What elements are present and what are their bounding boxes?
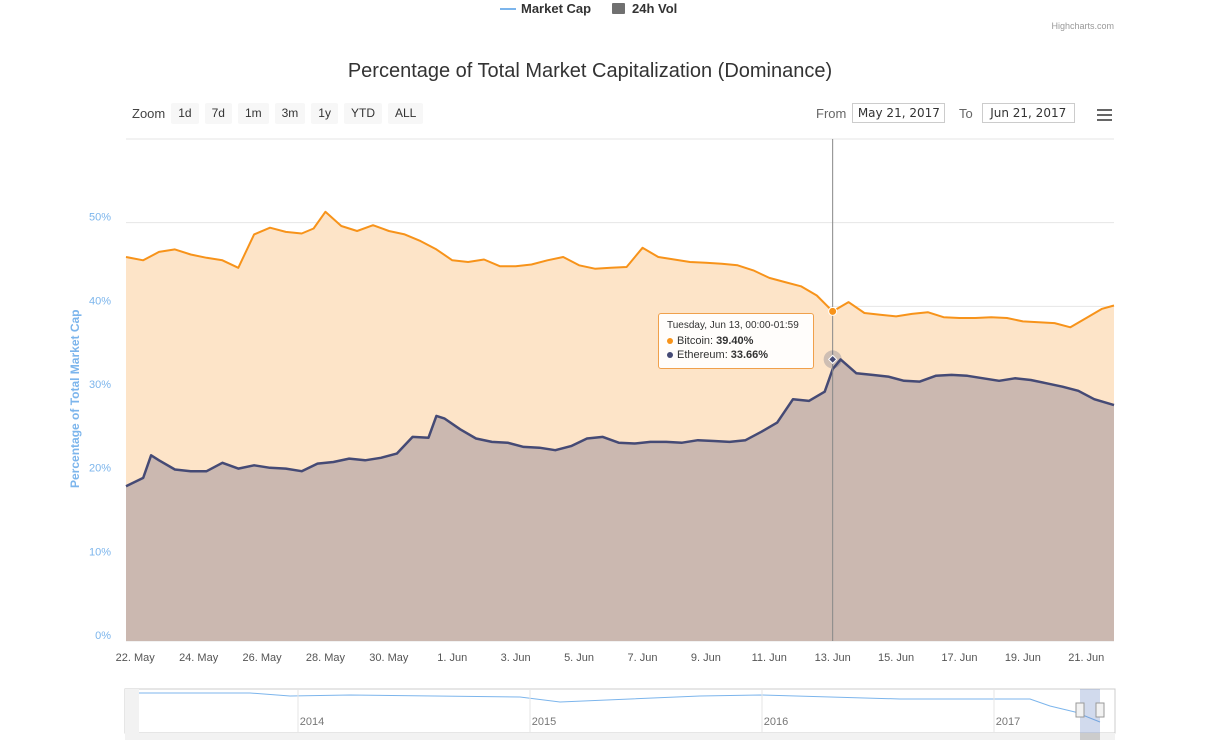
tooltip-bitcoin-label: Bitcoin: (677, 335, 714, 347)
tooltip-ethereum-value: 33.66% (730, 349, 769, 361)
x-tick-label: 9. Jun (691, 652, 721, 664)
y-axis-title: Percentage of Total Market Cap (68, 309, 82, 489)
navigator-year-label: 2017 (996, 716, 1020, 728)
x-tick-label: 13. Jun (815, 652, 851, 664)
legend-box-icon (612, 3, 625, 14)
zoom-label: Zoom (132, 106, 166, 121)
series-line-ethereum (125, 358, 1115, 488)
x-tick-label: 3. Jun (501, 652, 531, 664)
x-tick-label: 26. May (242, 652, 282, 664)
y-tick-label: 50% (89, 212, 111, 224)
hamburger-menu-icon[interactable] (1097, 109, 1112, 121)
zoom-all-button[interactable]: ALL (387, 103, 424, 124)
tooltip-ethereum-label: Ethereum: (677, 349, 728, 361)
navigator-left-pad (125, 689, 139, 733)
x-tick-label: 28. May (306, 652, 346, 664)
area-fill-ethereum (126, 359, 1114, 641)
range-from: From May 21, 2017 (816, 103, 946, 123)
chart-legend: Market Cap 24h Vol (0, 0, 1209, 20)
navigator-year-label: 2015 (532, 716, 556, 728)
navigator-right-handle (1095, 702, 1105, 718)
y-tick-label: 20% (89, 463, 111, 475)
navigator-scrollbar-thumb (1080, 733, 1100, 740)
chart-title: Percentage of Total Market Capitalizatio… (347, 60, 833, 82)
x-tick-label: 11. Jun (752, 652, 787, 664)
x-tick-label: 30. May (369, 652, 409, 664)
legend-item-vol[interactable]: 24h Vol (612, 1, 677, 16)
navigator-left-handle (1075, 702, 1085, 718)
zoom-controls: Zoom 1d 7d 1m 3m 1y YTD ALL (132, 103, 429, 124)
tooltip-row-bitcoin: Bitcoin: 39.40% (667, 335, 805, 347)
x-tick-label: 5. Jun (564, 652, 594, 664)
x-tick-label: 15. Jun (878, 652, 914, 664)
from-label: From (816, 105, 847, 121)
navigator-mask (1080, 689, 1100, 733)
navigator[interactable]: 2014 2015 2016 2017 (124, 688, 1116, 740)
y-tick-label: 40% (89, 295, 111, 307)
navigator-series-line (139, 692, 1101, 723)
x-tick-label: 1. Jun (437, 652, 467, 664)
ethereum-dot-icon (667, 352, 673, 358)
bitcoin-dot-icon (667, 338, 673, 344)
series-line-bitcoin (125, 210, 1115, 329)
tooltip-header: Tuesday, Jun 13, 00:00-01:59 (667, 320, 799, 331)
bitcoin-marker (828, 306, 838, 316)
series-areas (125, 210, 1115, 642)
y-tick-label: 30% (89, 379, 111, 391)
navigator-scrollbar (125, 733, 1115, 740)
range-to: To Jun 21, 2017 (959, 103, 1075, 123)
x-tick-label: 17. Jun (941, 652, 977, 664)
tooltip-bitcoin-value: 39.40% (716, 335, 754, 347)
x-tick-label: 22. May (116, 652, 156, 664)
zoom-1y-button[interactable]: 1y (311, 103, 338, 124)
x-tick-label: 24. May (179, 652, 219, 664)
tooltip: Tuesday, Jun 13, 00:00-01:59 Bitcoin: 39… (658, 313, 814, 369)
zoom-7d-button[interactable]: 7d (204, 103, 232, 124)
tooltip-row-ethereum: Ethereum: 33.66% (667, 349, 805, 361)
legend-label-vol: 24h Vol (632, 1, 678, 16)
ethereum-marker (827, 354, 838, 365)
x-tick-label: 7. Jun (627, 652, 657, 664)
zoom-1m-button[interactable]: 1m (237, 103, 269, 124)
x-axis-ticks: 22. May 24. May 26. May 28. May 30. May 1. Ju… (116, 652, 1105, 664)
from-date-input[interactable]: May 21, 2017 (852, 103, 946, 123)
legend-label-market-cap: Market Cap (521, 1, 592, 16)
legend-item-market-cap[interactable]: Market Cap (500, 1, 591, 16)
zoom-ytd-button[interactable]: YTD (343, 103, 382, 124)
y-tick-label: 0% (95, 630, 111, 642)
legend-line-icon (500, 7, 516, 10)
hover-markers (823, 306, 842, 369)
x-tick-label: 21. Jun (1068, 652, 1104, 664)
zoom-1d-button[interactable]: 1d (171, 103, 199, 124)
y-tick-label: 10% (89, 546, 111, 558)
to-date-input[interactable]: Jun 21, 2017 (981, 103, 1075, 123)
navigator-frame (124, 688, 1116, 734)
zoom-3m-button[interactable]: 3m (274, 103, 306, 124)
y-axis-ticks: 0% 10% 20% 30% 40% 50% (89, 212, 111, 642)
x-tick-label: 19. Jun (1005, 652, 1041, 664)
to-label: To (959, 105, 973, 121)
navigator-year-label: 2014 (300, 716, 324, 728)
navigator-year-label: 2016 (764, 716, 788, 728)
credits-link[interactable]: Highcharts.com (1051, 21, 1114, 31)
